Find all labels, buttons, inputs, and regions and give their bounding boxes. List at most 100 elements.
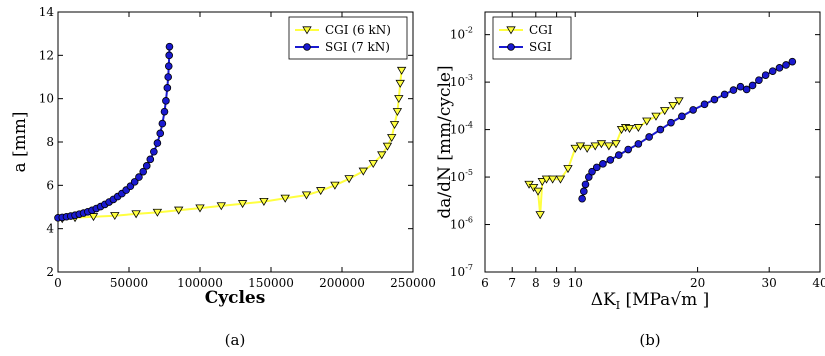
data-point bbox=[599, 160, 607, 168]
data-point bbox=[164, 73, 172, 81]
data-point bbox=[700, 100, 709, 109]
data-point bbox=[678, 112, 686, 121]
data-point bbox=[742, 85, 751, 94]
x-tick-label: 250000 bbox=[390, 276, 436, 290]
x-axis-label-b-rest: [MPa√m ] bbox=[620, 290, 709, 310]
data-point bbox=[162, 97, 170, 105]
data-point bbox=[674, 97, 684, 106]
data-point bbox=[130, 178, 139, 186]
data-point bbox=[394, 95, 404, 104]
data-point bbox=[377, 151, 387, 160]
data-point bbox=[316, 187, 326, 196]
data-point bbox=[395, 79, 405, 88]
data-point bbox=[736, 82, 745, 91]
legend-label: CGI (6 kN) bbox=[325, 23, 391, 37]
data-point bbox=[139, 167, 148, 176]
caption-a: (a) bbox=[225, 331, 246, 349]
data-point bbox=[624, 124, 635, 133]
data-point bbox=[396, 66, 407, 75]
data-point bbox=[135, 173, 143, 181]
y-ticks-b: 10-7 10-6 10-5 10-4 10-3 10-2 bbox=[450, 26, 820, 279]
data-point bbox=[387, 134, 397, 143]
data-point bbox=[389, 121, 400, 130]
x-tick-label: 200000 bbox=[319, 276, 365, 290]
y-tick-label: 6 bbox=[46, 178, 54, 192]
x-tick-label: 6 bbox=[481, 276, 489, 290]
legend-marker bbox=[303, 43, 311, 51]
panel-a: 0 50000 100000 150000 200000 250000 2 4 6 8 10 12 1… bbox=[10, 5, 436, 349]
y-tick-label: 10-6 bbox=[450, 216, 473, 232]
series-group-a bbox=[54, 42, 407, 224]
legend-a: CGI (6 kN) SGI (7 kN) bbox=[288, 16, 408, 60]
y-tick-label: 8 bbox=[46, 135, 54, 149]
data-point bbox=[606, 156, 615, 164]
y-tick-label: 12 bbox=[39, 48, 54, 62]
data-point bbox=[344, 175, 354, 184]
data-point bbox=[633, 124, 644, 133]
legend-b: CGI SGI bbox=[492, 16, 572, 60]
data-point bbox=[580, 187, 588, 196]
data-point bbox=[160, 107, 169, 116]
y-ticks-a: 2 4 6 8 10 12 14 bbox=[39, 5, 413, 279]
data-point bbox=[788, 57, 797, 66]
x-tick-label: 0 bbox=[54, 276, 62, 290]
y-axis-label-b: da/dN [mm/cycle] bbox=[435, 65, 455, 218]
data-point bbox=[611, 140, 621, 149]
y-tick-label: 10-3 bbox=[450, 73, 473, 89]
y-tick-label: 10 bbox=[39, 92, 54, 106]
y-tick-label: 10-2 bbox=[450, 26, 473, 42]
data-point bbox=[131, 210, 141, 219]
data-point bbox=[614, 151, 623, 159]
legend-marker bbox=[506, 26, 516, 35]
data-point bbox=[748, 81, 757, 90]
data-point bbox=[195, 204, 205, 213]
data-point bbox=[541, 175, 552, 184]
data-point bbox=[570, 144, 580, 153]
data-point bbox=[729, 86, 738, 94]
data-point bbox=[575, 142, 586, 151]
data-point bbox=[588, 167, 596, 176]
data-point bbox=[645, 133, 653, 141]
data-point bbox=[642, 117, 652, 126]
data-point bbox=[563, 165, 573, 174]
data-point bbox=[156, 129, 165, 138]
legend-label: CGI bbox=[529, 23, 553, 37]
data-point bbox=[533, 187, 543, 196]
y-tick-label: 2 bbox=[46, 265, 54, 279]
data-point bbox=[150, 147, 158, 156]
data-point bbox=[392, 108, 403, 117]
legend-marker bbox=[302, 26, 312, 35]
legend-marker bbox=[507, 43, 515, 51]
x-tick-label: 100000 bbox=[177, 276, 223, 290]
data-point bbox=[216, 202, 226, 211]
y-tick-label: 10-7 bbox=[450, 263, 473, 279]
data-point bbox=[164, 62, 173, 70]
data-point bbox=[624, 145, 632, 154]
data-point bbox=[330, 181, 340, 190]
data-point bbox=[146, 155, 155, 164]
x-tick-label: 50000 bbox=[110, 276, 148, 290]
x-tick-label: 150000 bbox=[248, 276, 294, 290]
data-point bbox=[656, 125, 665, 134]
data-point bbox=[604, 142, 614, 151]
y-axis-label-a: a [mm] bbox=[10, 111, 30, 172]
data-point bbox=[382, 142, 393, 151]
x-tick-label: 30 bbox=[762, 276, 777, 290]
x-tick-label: 20 bbox=[690, 276, 705, 290]
data-point bbox=[667, 118, 675, 127]
data-point bbox=[547, 175, 558, 184]
data-point bbox=[581, 180, 590, 189]
data-point bbox=[584, 173, 593, 181]
data-point bbox=[163, 84, 172, 92]
legend-box bbox=[288, 16, 408, 60]
data-point bbox=[634, 140, 643, 148]
data-point bbox=[590, 142, 600, 151]
data-point bbox=[668, 102, 678, 110]
legend-label: SGI (7 kN) bbox=[325, 40, 390, 54]
y-tick-label: 10-5 bbox=[450, 168, 473, 184]
data-point bbox=[775, 64, 784, 72]
data-point bbox=[368, 160, 378, 169]
y-tick-label: 10-4 bbox=[450, 121, 473, 137]
data-point bbox=[174, 206, 184, 215]
